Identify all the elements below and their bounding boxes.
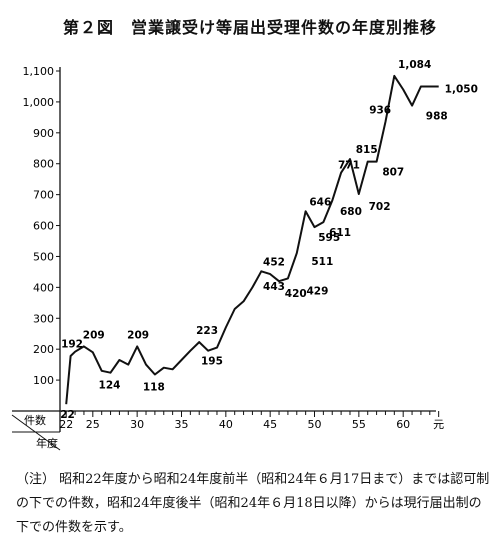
data-label: 680 bbox=[340, 206, 362, 218]
y-tick-label: 600 bbox=[33, 220, 54, 233]
data-label: 420 bbox=[285, 288, 307, 300]
data-label: 807 bbox=[382, 167, 404, 179]
data-label: 702 bbox=[369, 201, 391, 213]
data-label: 22 bbox=[60, 409, 75, 421]
x-tick-label: 50 bbox=[308, 418, 322, 431]
data-label: 192 bbox=[61, 339, 83, 351]
y-tick-label: 700 bbox=[33, 189, 54, 202]
data-label: 223 bbox=[196, 325, 218, 337]
x-tick-label: 22 bbox=[59, 418, 73, 431]
footnote: （注） 昭和22年度から昭和24年度前半（昭和24年６月17日まで）までは認可制… bbox=[16, 472, 490, 535]
data-label: 124 bbox=[99, 380, 121, 392]
y-tick-label: 500 bbox=[33, 250, 54, 263]
chart-title: 第２図 営業譲受け等届出受理件数の年度別推移 bbox=[62, 18, 437, 37]
x-tick-label: 元 bbox=[433, 418, 444, 431]
data-label: 936 bbox=[369, 105, 391, 117]
x-tick-label: 30 bbox=[130, 418, 144, 431]
corner-diagonal bbox=[11, 414, 61, 451]
data-label: 646 bbox=[309, 196, 331, 208]
data-label: 771 bbox=[338, 160, 360, 172]
y-tick-label: 800 bbox=[33, 158, 54, 171]
y-tick-label: 1,100 bbox=[23, 65, 55, 78]
x-tick-label: 60 bbox=[396, 418, 410, 431]
chart-marks bbox=[65, 74, 439, 405]
x-tick-label: 25 bbox=[86, 418, 100, 431]
data-label: 1,084 bbox=[398, 59, 431, 71]
data-label: 815 bbox=[356, 144, 378, 156]
data-label: 118 bbox=[143, 382, 165, 394]
data-label: 988 bbox=[426, 111, 448, 123]
x-tick-label: 40 bbox=[219, 418, 233, 431]
corner-label-count: 件数 bbox=[24, 414, 46, 427]
y-tick-label: 100 bbox=[33, 374, 54, 387]
data-label: 611 bbox=[329, 227, 351, 239]
y-tick-label: 1,000 bbox=[23, 96, 55, 109]
data-label: 511 bbox=[311, 256, 333, 268]
y-tick-label: 900 bbox=[33, 127, 54, 140]
data-label: 209 bbox=[83, 329, 105, 341]
corner-label-year: 年度 bbox=[36, 436, 58, 450]
data-label: 209 bbox=[127, 329, 149, 341]
data-label: 452 bbox=[263, 256, 285, 268]
data-label: 595 bbox=[318, 232, 340, 244]
x-tick-label: 45 bbox=[263, 418, 277, 431]
data-label: 429 bbox=[307, 285, 329, 297]
data-label: 1,050 bbox=[445, 83, 478, 95]
x-tick-label: 55 bbox=[352, 418, 366, 431]
y-tick-label: 400 bbox=[33, 281, 54, 294]
series-line bbox=[65, 74, 439, 405]
data-label: 195 bbox=[201, 356, 223, 368]
y-tick-label: 200 bbox=[33, 343, 54, 356]
x-tick-label: 35 bbox=[174, 418, 188, 431]
y-tick-label: 300 bbox=[33, 312, 54, 325]
data-label: 443 bbox=[263, 281, 285, 293]
